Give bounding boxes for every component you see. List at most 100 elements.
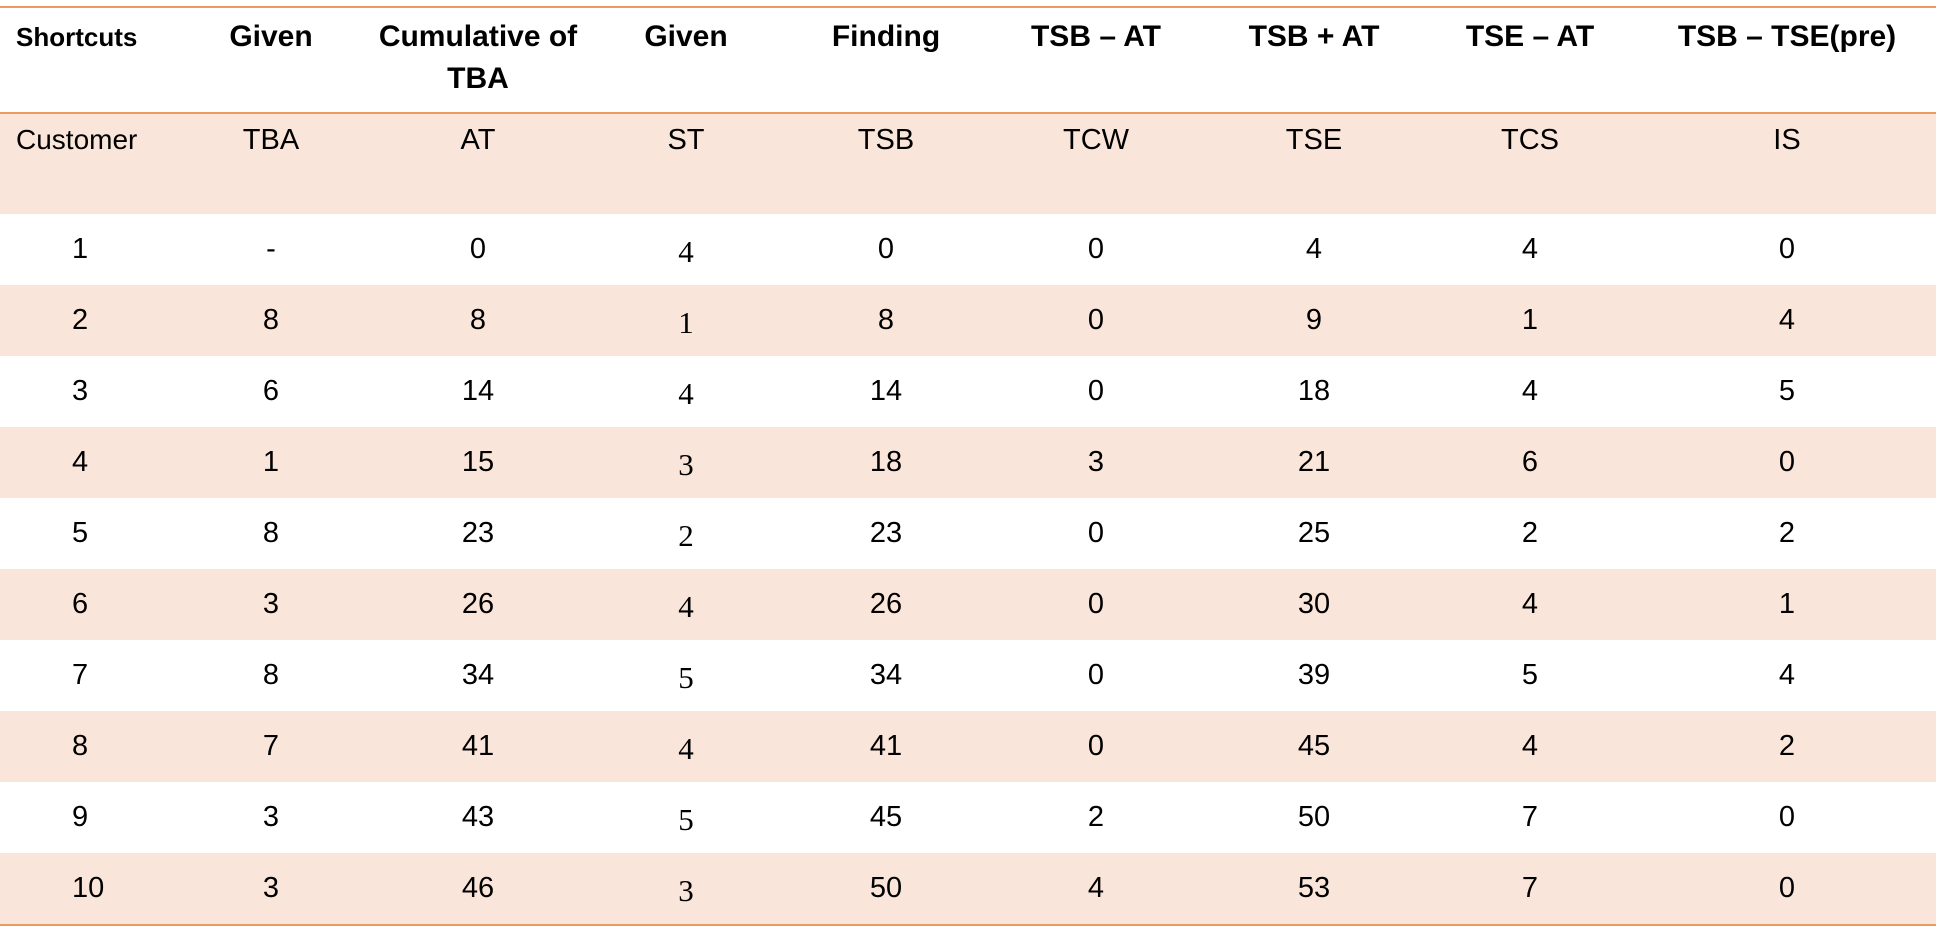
customer-number-cell: 5	[72, 517, 89, 549]
header-cell-tsb-minus-at: TSB – AT	[1030, 20, 1161, 53]
table-cell: 4	[678, 588, 694, 624]
table-cell: 4	[1087, 872, 1105, 904]
table-row: 8 7 41 4 41 0 45 4 2	[0, 711, 1936, 782]
table-cell: 23	[869, 517, 903, 549]
subheader-cell: TSB	[857, 124, 915, 156]
table-cell: 50	[1297, 801, 1331, 833]
table-cell: 25	[1297, 517, 1331, 549]
table-cell: 0	[1087, 588, 1105, 620]
table-cell: 41	[869, 730, 903, 762]
table-row: 9 3 43 5 45 2 50 7 0	[0, 782, 1936, 853]
customer-number-cell: 9	[72, 801, 89, 833]
subheader-cell: TSE	[1285, 124, 1343, 156]
table-cell: 26	[461, 588, 495, 620]
table-cell: 5	[678, 801, 694, 837]
customer-number-cell: 4	[72, 446, 89, 478]
table-cell: 34	[869, 659, 903, 691]
header-cell-tsb-minus-tse-pre: TSB – TSE(pre)	[1677, 20, 1897, 53]
table-cell: 0	[1778, 446, 1796, 478]
table-cell: 8	[877, 304, 895, 336]
table-cell: -	[266, 233, 276, 265]
table-cell: 45	[869, 801, 903, 833]
table-cell: 0	[1778, 872, 1796, 904]
table-cell: 8	[262, 517, 280, 549]
table-cell: 8	[469, 304, 487, 336]
table-cell: 1	[1521, 304, 1539, 336]
table-cell: 0	[1778, 233, 1796, 265]
table-cell: 7	[1521, 872, 1539, 904]
subheader-cell: ST	[667, 124, 705, 156]
table-cell: 14	[461, 375, 495, 407]
table-cell: 26	[869, 588, 903, 620]
customer-number-cell: 10	[72, 872, 105, 904]
table-cell: 9	[1305, 304, 1323, 336]
customer-number-cell: 8	[72, 730, 89, 762]
table-cell: 4	[1778, 304, 1796, 336]
table-cell: 50	[869, 872, 903, 904]
table-cell: 4	[1305, 233, 1323, 265]
table-cell: 4	[678, 730, 694, 766]
table-cell: 7	[262, 730, 280, 762]
table-cell: 5	[678, 659, 694, 695]
table-cell: 45	[1297, 730, 1331, 762]
queue-simulation-table: Shortcuts Given Cumulative of TBA Given …	[0, 6, 1936, 926]
table-cell: 2	[678, 517, 694, 553]
header-cell-shortcuts: Shortcuts	[16, 22, 138, 52]
header-cell-cumulative: Cumulative of TBA	[378, 20, 578, 95]
table-cell: 4	[1521, 233, 1539, 265]
table-row: 2 8 8 1 8 0 9 1 4	[0, 285, 1936, 356]
table-row: 4 1 15 3 18 3 21 6 0	[0, 427, 1936, 498]
subheader-cell: AT	[460, 124, 496, 156]
table-row: 5 8 23 2 23 0 25 2 2	[0, 498, 1936, 569]
header-cell-finding: Finding	[831, 20, 941, 53]
subheader-cell: TCS	[1501, 124, 1559, 156]
table-cell: 2	[1778, 517, 1796, 549]
table-cell: 14	[869, 375, 903, 407]
table-cell: 4	[1521, 588, 1539, 620]
customer-number-cell: 7	[72, 659, 89, 691]
table-cell: 3	[1087, 446, 1105, 478]
table-cell: 30	[1297, 588, 1331, 620]
table-cell: 8	[262, 659, 280, 691]
table-body: 1-0 4 0 0 4 4 0 2 8 8 1 8 0 9 1 4 3 6 14 4 14 0 18 4 5 4 1 15 3 18 3 21…	[0, 214, 1936, 924]
table-cell: 43	[461, 801, 495, 833]
table-cell: 0	[1087, 375, 1105, 407]
header-cell-tsb-plus-at: TSB + AT	[1248, 20, 1380, 53]
table-cell: 3	[678, 446, 694, 482]
header-cell-given-st: Given	[644, 20, 728, 53]
customer-number-cell: 2	[72, 304, 89, 336]
table-cell: 46	[461, 872, 495, 904]
table-row: 3 6 14 4 14 0 18 4 5	[0, 356, 1936, 427]
table-cell: 0	[1087, 304, 1105, 336]
table-cell: 2	[1778, 730, 1796, 762]
table-cell: 4	[678, 233, 694, 269]
table-cell: 4	[1778, 659, 1796, 691]
header-cell-given-tba: Given	[229, 20, 313, 53]
table-cell: 3	[678, 872, 694, 908]
table-cell: 39	[1297, 659, 1331, 691]
table-cell: 0	[1087, 233, 1105, 265]
table-cell: 6	[1521, 446, 1539, 478]
table-cell: 3	[262, 588, 280, 620]
customer-number-cell: 6	[72, 588, 89, 620]
table-cell: 5	[1778, 375, 1796, 407]
table-cell: 0	[877, 233, 895, 265]
header-row: Shortcuts Given Cumulative of TBA Given …	[0, 8, 1936, 114]
subheader-cell: TCW	[1062, 124, 1130, 156]
table-cell: 34	[461, 659, 495, 691]
table-cell: 4	[1521, 375, 1539, 407]
table-cell: 53	[1297, 872, 1331, 904]
customer-number-cell: 3	[72, 375, 89, 407]
table-cell: 0	[469, 233, 487, 265]
table-cell: 2	[1087, 801, 1105, 833]
table-cell: 21	[1297, 446, 1331, 478]
table-cell: 3	[262, 801, 280, 833]
table-cell: 0	[1087, 517, 1105, 549]
table-cell: 8	[262, 304, 280, 336]
table-cell: 18	[869, 446, 903, 478]
table-cell: 2	[1521, 517, 1539, 549]
header-cell-tse-minus-at: TSE – AT	[1465, 20, 1595, 53]
table-cell: 41	[461, 730, 495, 762]
table-cell: 23	[461, 517, 495, 549]
table-cell: 1	[262, 446, 280, 478]
